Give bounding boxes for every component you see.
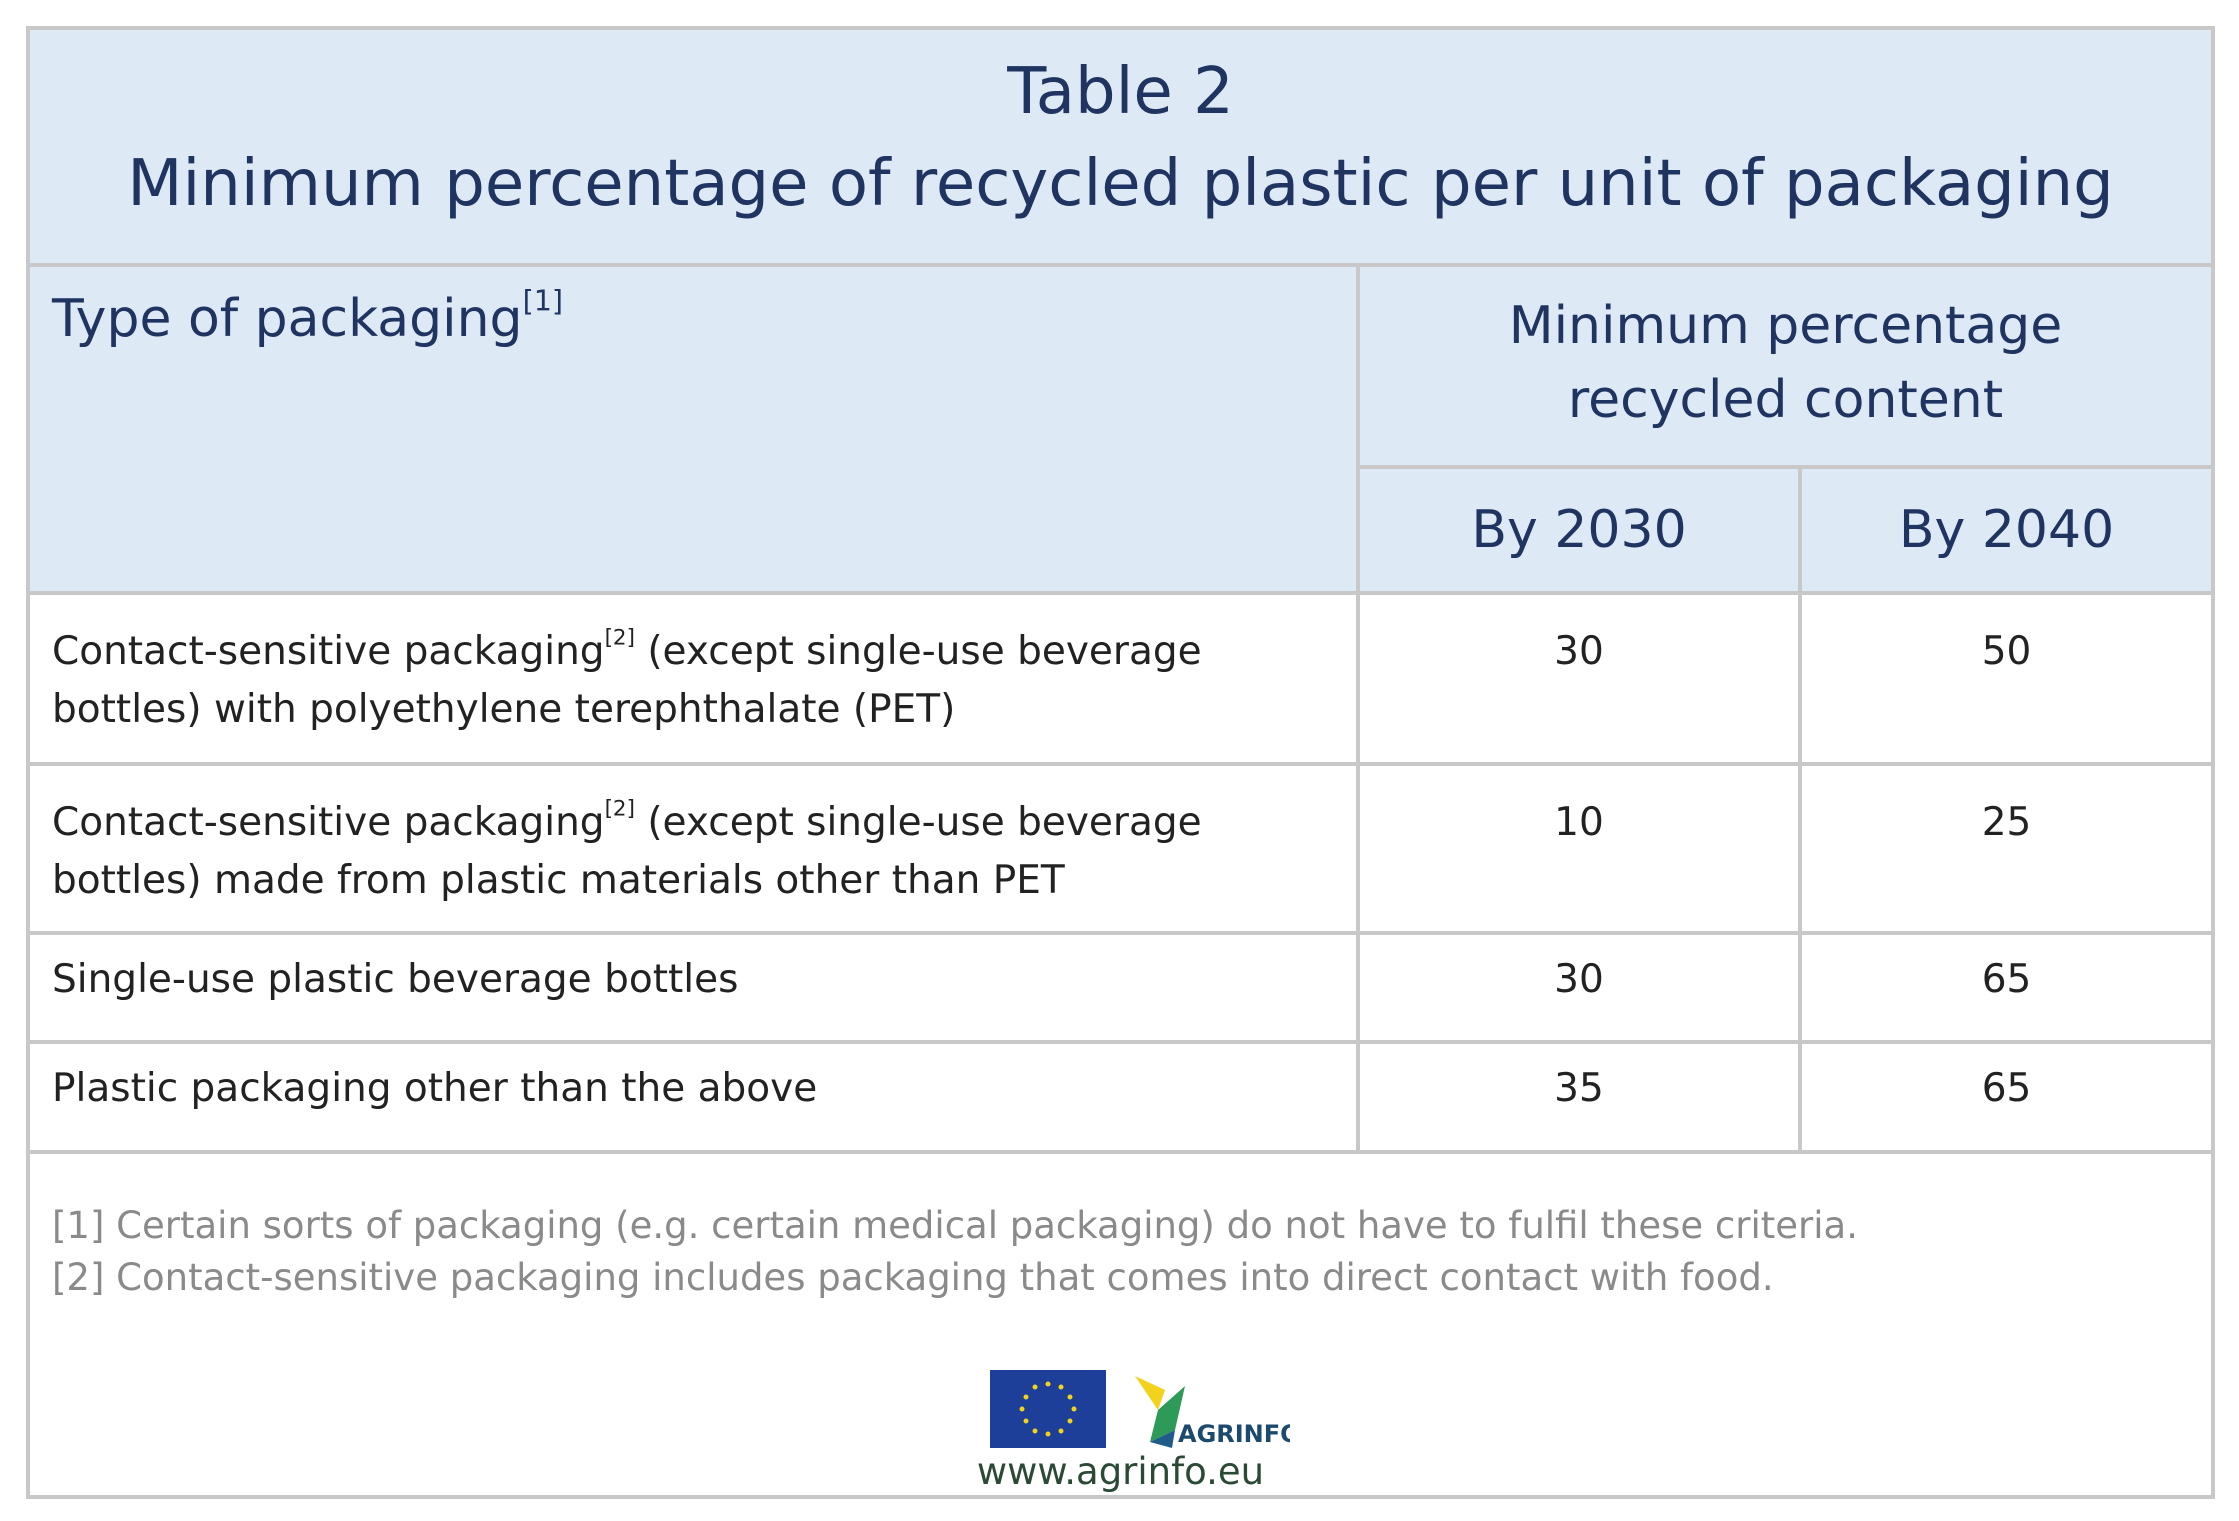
logo-shape bbox=[1135, 1376, 1165, 1410]
logos: AGRINFO bbox=[990, 1370, 1290, 1448]
logo-text: AGRINFO bbox=[1178, 1420, 1290, 1448]
row: Plastic packaging other than the above 35… bbox=[30, 1040, 2212, 1154]
value-cell: 65 bbox=[1797, 1040, 2212, 1154]
label: Contact-sensitive packaging bbox=[52, 800, 605, 845]
label: Plastic packaging other than the above bbox=[52, 1066, 818, 1111]
header-group: Minimum percentage recycled content bbox=[1355, 267, 2212, 469]
row: Contact-sensitive packaging[2] (except s… bbox=[30, 762, 2212, 935]
logo-shape bbox=[1150, 1386, 1185, 1442]
label: Single-use plastic beverage bottles bbox=[52, 957, 739, 1002]
note-ref: [2] bbox=[604, 625, 635, 651]
value-cell: 65 bbox=[1797, 931, 2212, 1044]
table-card: Table 2 Minimum percentage of recycled p… bbox=[26, 26, 2215, 1499]
header-text: Type of packaging bbox=[52, 289, 523, 349]
row: Single-use plastic beverage bottles 30 65 bbox=[30, 931, 2212, 1044]
value-cell: 50 bbox=[1797, 591, 2212, 766]
label-cell: Contact-sensitive packaging[2] (except s… bbox=[30, 762, 1360, 935]
label: (except single-use beverage bottles) wit… bbox=[52, 629, 1202, 732]
label: Contact-sensitive packaging bbox=[52, 629, 605, 674]
label-cell: Plastic packaging other than the above bbox=[30, 1040, 1360, 1154]
header-cell: By 2040 bbox=[1797, 465, 2212, 595]
value-cell: 10 bbox=[1356, 762, 1802, 935]
footnote: [1] Certain sorts of packaging (e.g. cer… bbox=[52, 1204, 1858, 1247]
value-cell: 25 bbox=[1797, 762, 2212, 935]
label-cell: Contact-sensitive packaging[2] (except s… bbox=[30, 591, 1360, 766]
eu-stars bbox=[1019, 1381, 1077, 1437]
logo-shape bbox=[1150, 1430, 1175, 1448]
title-block: Table 2 Minimum percentage of recycled p… bbox=[30, 30, 2211, 267]
title-line: Minimum percentage of recycled plastic p… bbox=[127, 147, 2114, 221]
value-cell: 30 bbox=[1356, 591, 1802, 766]
value-cell: 30 bbox=[1356, 931, 1802, 1044]
note-ref: [1] bbox=[522, 283, 564, 318]
title-line: Table 2 bbox=[1007, 55, 1234, 129]
value-cell: 35 bbox=[1356, 1040, 1802, 1154]
footnote: [2] Contact-sensitive packaging includes… bbox=[52, 1256, 1774, 1299]
table: Type of packaging[1] Minimum percentage … bbox=[30, 267, 2212, 1154]
header-cell: By 2030 bbox=[1358, 465, 1802, 595]
url: www.agrinfo.eu bbox=[976, 1450, 1265, 1493]
footnotes: [1] Certain sorts of packaging (e.g. cer… bbox=[52, 1200, 1858, 1304]
row: Contact-sensitive packaging[2] (except s… bbox=[30, 591, 2212, 766]
note-ref: [2] bbox=[604, 796, 635, 822]
label: (except single-use beverage bottles) mad… bbox=[52, 800, 1202, 903]
header-cell: Type of packaging[1] bbox=[30, 267, 1360, 595]
label-cell: Single-use plastic beverage bottles bbox=[30, 931, 1360, 1044]
